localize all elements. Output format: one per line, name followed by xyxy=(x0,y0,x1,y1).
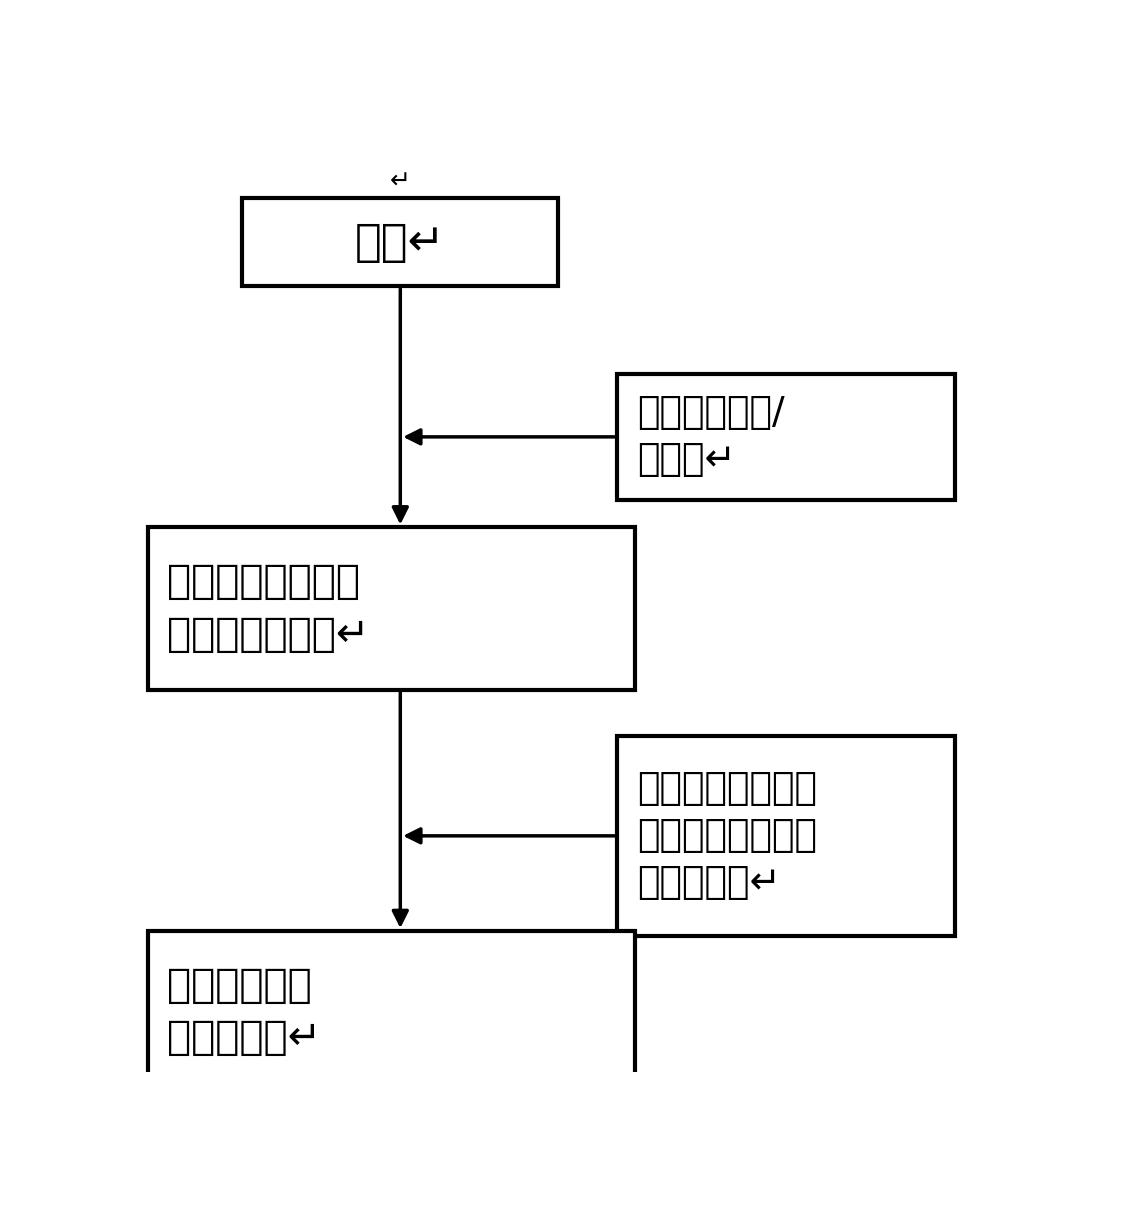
FancyBboxPatch shape xyxy=(242,198,558,286)
Text: 原子层沉积法/
浸渍法↵: 原子层沉积法/ 浸渍法↵ xyxy=(636,395,784,478)
Text: 活性金属表面原子
层沉积选择性生长
助剂包覆层↵: 活性金属表面原子 层沉积选择性生长 助剂包覆层↵ xyxy=(636,771,816,901)
Text: 载体↵: 载体↵ xyxy=(355,221,446,264)
FancyBboxPatch shape xyxy=(148,931,635,1093)
FancyBboxPatch shape xyxy=(617,736,955,935)
Text: ↵: ↵ xyxy=(389,170,411,194)
FancyBboxPatch shape xyxy=(148,528,635,689)
FancyBboxPatch shape xyxy=(617,375,955,500)
Text: 金属纳米颗粒均匀
负载于载体表面↵: 金属纳米颗粒均匀 负载于载体表面↵ xyxy=(168,563,370,654)
Text: 助剂选择性包
覆型催化剂↵: 助剂选择性包 覆型催化剂↵ xyxy=(168,966,321,1058)
